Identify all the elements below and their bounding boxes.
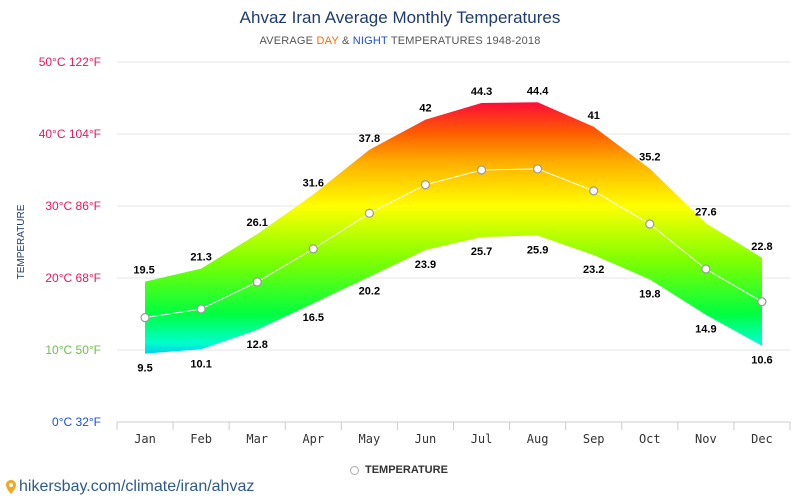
day-value-label: 41 — [588, 110, 600, 122]
mean-point — [757, 297, 767, 307]
mean-point — [533, 164, 543, 174]
y-axis-title: TEMPERATURE — [16, 204, 27, 279]
temperature-band — [145, 102, 762, 354]
mean-point — [252, 277, 262, 287]
subtitle-amp: & — [338, 35, 353, 47]
source-link[interactable]: hikersbay.com/climate/iran/ahvaz — [6, 478, 254, 496]
y-tick-label: 10°C 50°F — [45, 343, 101, 357]
night-value-label: 10.6 — [751, 355, 772, 367]
subtitle-prefix: AVERAGE — [259, 35, 317, 47]
mean-point — [645, 219, 655, 229]
day-value-label: 26.1 — [246, 217, 267, 229]
night-value-label: 23.2 — [583, 264, 604, 276]
y-tick-label: 40°C 104°F — [39, 127, 101, 141]
x-tick-label: Oct — [639, 432, 661, 446]
subtitle-day: DAY — [316, 35, 339, 47]
day-value-label: 44.4 — [527, 85, 549, 97]
mean-temperature-line — [144, 168, 763, 319]
night-value-label: 19.8 — [639, 288, 660, 300]
day-value-label: 35.2 — [639, 152, 660, 164]
line-layer — [140, 164, 767, 323]
day-value-label: 44.3 — [471, 86, 492, 98]
map-pin-icon — [6, 480, 16, 494]
night-value-label: 16.5 — [303, 312, 324, 324]
x-tick-label: Aug — [527, 432, 549, 446]
day-value-label: 21.3 — [190, 252, 211, 264]
legend[interactable]: TEMPERATURE — [350, 464, 448, 476]
mean-point — [308, 244, 318, 254]
y-tick-label: 0°C 32°F — [52, 415, 101, 429]
day-value-label: 27.6 — [695, 206, 716, 218]
mean-point — [140, 313, 150, 323]
day-value-label: 31.6 — [303, 177, 324, 189]
x-tick-label: Jun — [415, 432, 437, 446]
night-value-label: 14.9 — [695, 324, 716, 336]
day-value-label: 22.8 — [751, 241, 772, 253]
x-tick-label: Feb — [190, 432, 212, 446]
subtitle-suffix: TEMPERATURES 1948-2018 — [387, 35, 541, 47]
source-text: hikersbay.com/climate/iran/ahvaz — [19, 478, 255, 495]
night-value-label: 25.7 — [471, 246, 492, 258]
mean-point — [420, 180, 431, 190]
subtitle-night: NIGHT — [352, 35, 388, 47]
x-tick-label: Sep — [583, 432, 605, 446]
night-value-label: 9.5 — [137, 363, 152, 375]
night-value-label: 25.9 — [527, 245, 548, 257]
chart-subtitle: AVERAGE DAY & NIGHT TEMPERATURES 1948-20… — [0, 35, 800, 47]
day-value-label: 37.8 — [359, 133, 380, 145]
night-value-label: 20.2 — [359, 286, 380, 298]
night-value-label: 23.9 — [415, 259, 436, 271]
night-value-label: 12.8 — [246, 339, 267, 351]
day-value-label: 19.5 — [133, 265, 154, 277]
x-tick-label: Apr — [302, 432, 324, 446]
y-tick-label: 20°C 68°F — [45, 271, 101, 285]
legend-marker-icon — [350, 465, 359, 475]
x-tick-label: Nov — [695, 432, 717, 446]
mean-point — [364, 208, 374, 218]
x-tick-label: Mar — [246, 432, 268, 446]
mean-point — [701, 264, 711, 274]
x-tick-label: Jul — [471, 432, 493, 446]
night-value-label: 10.1 — [190, 358, 211, 370]
label-layer: 19.5 21.3 26.1 31.6 37.8 42 44.3 44.4 41 35.2 27.6… — [133, 85, 772, 374]
y-tick-label: 50°C 122°F — [39, 55, 101, 69]
axis-layer: 0°C 32°F 10°C 50°F 20°C 68°F 30°C 86°F 40°C … — [16, 55, 791, 446]
mean-point — [589, 186, 599, 196]
mean-point — [476, 165, 487, 175]
x-tick-label: Dec — [751, 432, 773, 446]
y-tick-label: 30°C 86°F — [45, 199, 101, 213]
x-tick-label: Jan — [134, 432, 156, 446]
legend-label: TEMPERATURE — [365, 464, 448, 476]
mean-point — [196, 304, 206, 314]
x-tick-label: May — [359, 432, 381, 446]
day-value-label: 42 — [419, 103, 431, 115]
chart-title: Ahvaz Iran Average Monthly Temperatures — [239, 8, 561, 27]
area-layer — [145, 102, 762, 354]
